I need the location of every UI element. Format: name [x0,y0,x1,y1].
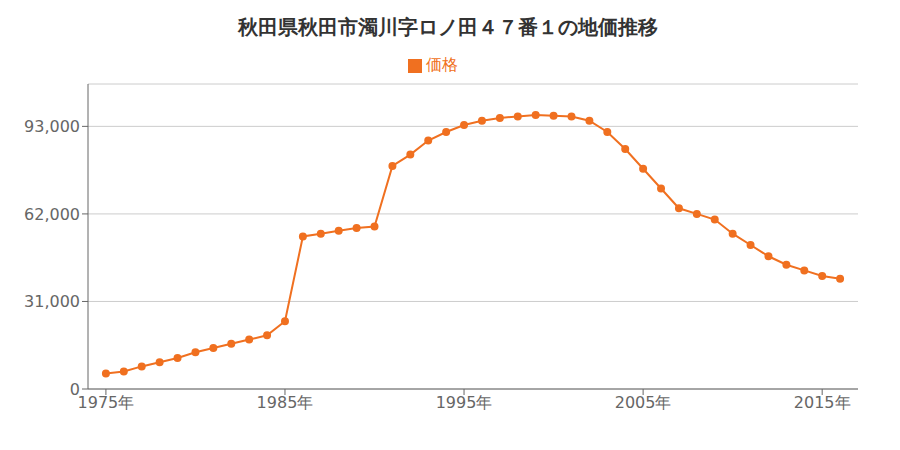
svg-text:2005年: 2005年 [615,393,672,412]
html-text:秋田県秋田市濁川字ロノ田４７番１の地価推移: 秋田県秋田市濁川字ロノ田４７番１の地価推移 [238,15,658,39]
svg-text:1995年: 1995年 [436,393,493,412]
html-text:価格: 価格 [426,55,458,74]
svg-text:1975年: 1975年 [78,393,135,412]
svg-text:2015年: 2015年 [794,393,851,412]
svg-text:1985年: 1985年 [257,393,314,412]
svg-text:93,000: 93,000 [24,117,80,136]
svg-text:31,000: 31,000 [24,292,80,311]
svg-text:62,000: 62,000 [24,205,80,224]
svg-text:0: 0 [70,380,80,399]
